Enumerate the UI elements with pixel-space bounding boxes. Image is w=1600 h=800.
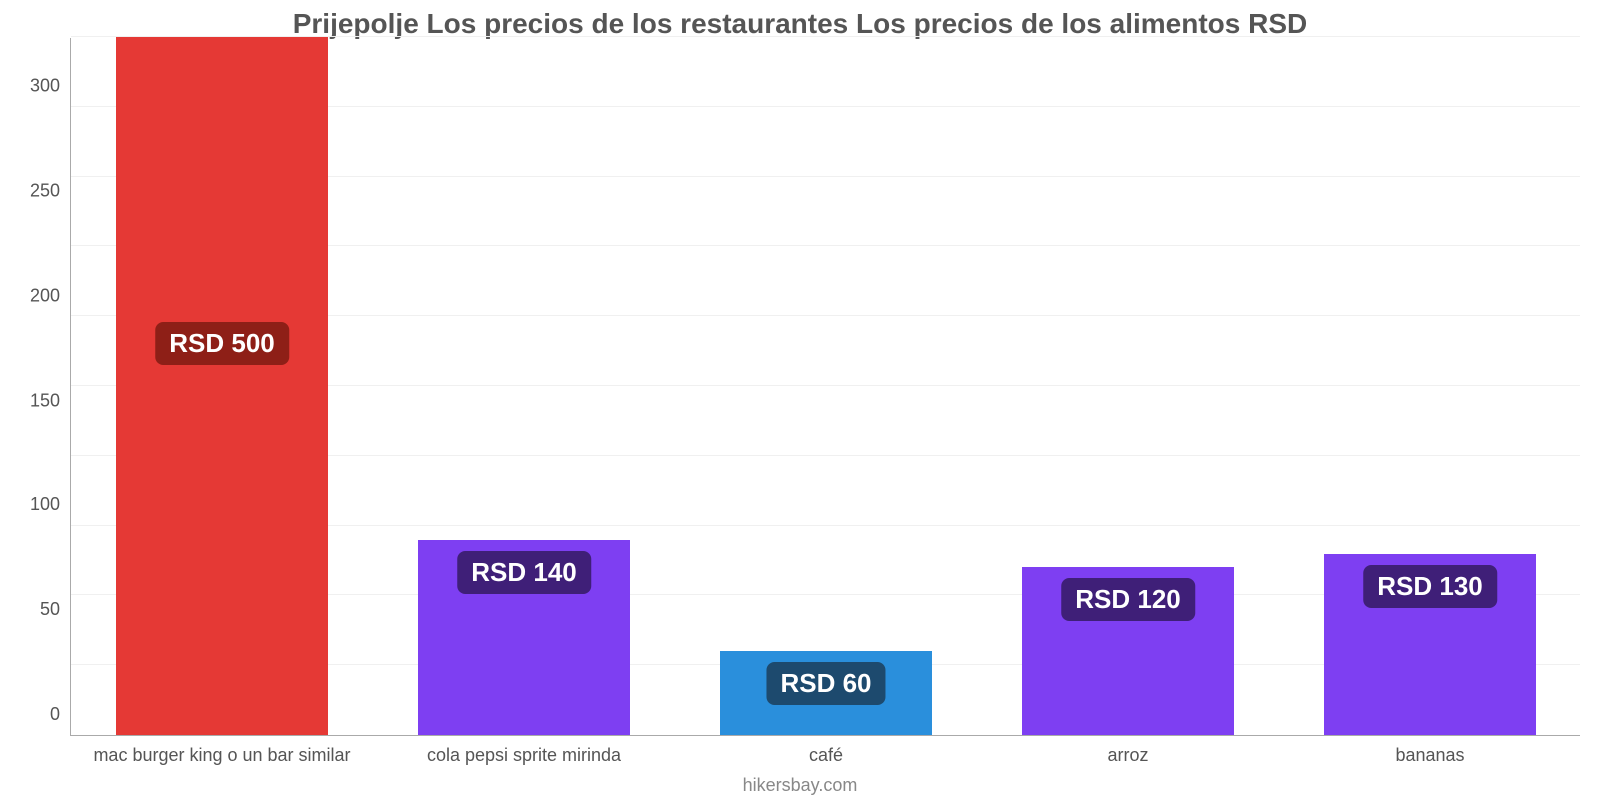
bar-slot: RSD 130bananas bbox=[1279, 38, 1581, 735]
x-axis-tick: mac burger king o un bar similar bbox=[71, 735, 373, 766]
plot-area: RSD 500mac burger king o un bar similarR… bbox=[70, 38, 1580, 736]
bar-value-label: RSD 500 bbox=[155, 322, 289, 365]
bar-slot: RSD 120arroz bbox=[977, 38, 1279, 735]
x-axis-tick: cola pepsi sprite mirinda bbox=[373, 735, 675, 766]
chart-footer: hikersbay.com bbox=[0, 775, 1600, 796]
chart-container: Prijepolje Los precios de los restaurant… bbox=[0, 0, 1600, 800]
bar-value-label: RSD 130 bbox=[1363, 565, 1497, 608]
bar-slot: RSD 500mac burger king o un bar similar bbox=[71, 38, 373, 735]
bar-value-label: RSD 60 bbox=[766, 662, 885, 705]
bar-value-label: RSD 140 bbox=[457, 551, 591, 594]
x-axis-tick: bananas bbox=[1279, 735, 1581, 766]
bar bbox=[116, 37, 327, 735]
y-axis-tick: 500 bbox=[0, 0, 60, 419]
x-axis-tick: arroz bbox=[977, 735, 1279, 766]
bar-slot: RSD 60café bbox=[675, 38, 977, 735]
bar-value-label: RSD 120 bbox=[1061, 578, 1195, 621]
x-axis-tick: café bbox=[675, 735, 977, 766]
bar-slot: RSD 140cola pepsi sprite mirinda bbox=[373, 38, 675, 735]
